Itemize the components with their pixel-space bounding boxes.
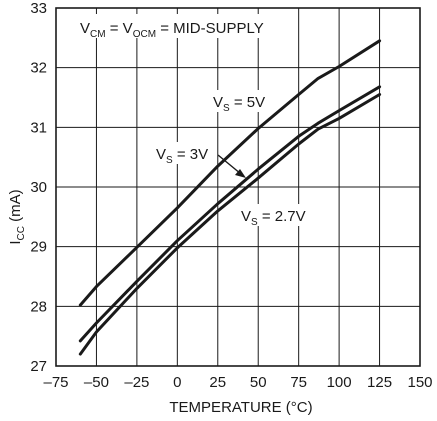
plot-frame	[55, 7, 421, 367]
label-3v-bg	[152, 142, 216, 164]
label-27v-bg	[238, 204, 314, 226]
label-3v-arrowhead	[235, 169, 246, 178]
x-tick-label: 50	[250, 374, 267, 391]
y-tick-label: 27	[30, 358, 47, 375]
y-tick-label: 28	[30, 298, 47, 315]
y-axis-label-main: I	[7, 240, 24, 244]
x-tick-label: 75	[290, 374, 307, 391]
header-annotation-bg	[75, 14, 295, 38]
x-axis-label: TEMPERATURE (°C)	[169, 399, 312, 416]
series-line-0	[78, 39, 382, 307]
y-tick-label: 32	[30, 60, 47, 77]
x-tick-label: 25	[209, 374, 226, 391]
x-tick-label: 100	[327, 374, 352, 391]
x-tick-label: –50	[84, 374, 109, 391]
x-tick-labels: –75 –50 –25 0 25 50 75 100 125 150	[43, 374, 432, 391]
x-tick-label: –75	[43, 374, 68, 391]
x-tick-label: 150	[407, 374, 432, 391]
header-annotation: VCM = VOCM = MID-SUPPLY	[80, 20, 264, 40]
x-tick-label: 0	[173, 374, 181, 391]
label-5v-bg	[210, 90, 272, 112]
x-tick-label: 125	[367, 374, 392, 391]
y-axis-label-sub: CC	[16, 226, 27, 240]
y-tick-label: 29	[30, 239, 47, 256]
y-axis-label-unit: (mA)	[7, 189, 24, 226]
series-layer	[78, 39, 382, 356]
label-3v-arrow	[217, 154, 242, 175]
label-vs-5v: VS = 5V	[213, 94, 265, 114]
x-tick-label: –25	[124, 374, 149, 391]
y-axis-label: ICC (mA)	[7, 189, 27, 244]
y-tick-labels: 27 28 29 30 31 32 33	[30, 0, 47, 375]
label-vs-2-7v: VS = 2.7V	[241, 208, 306, 228]
y-tick-label: 30	[30, 179, 47, 196]
label-vs-3v: VS = 3V	[156, 146, 208, 166]
y-tick-label: 31	[30, 119, 47, 136]
series-line-2	[78, 93, 382, 356]
series-line-1	[78, 85, 382, 343]
y-tick-label: 33	[30, 0, 47, 17]
